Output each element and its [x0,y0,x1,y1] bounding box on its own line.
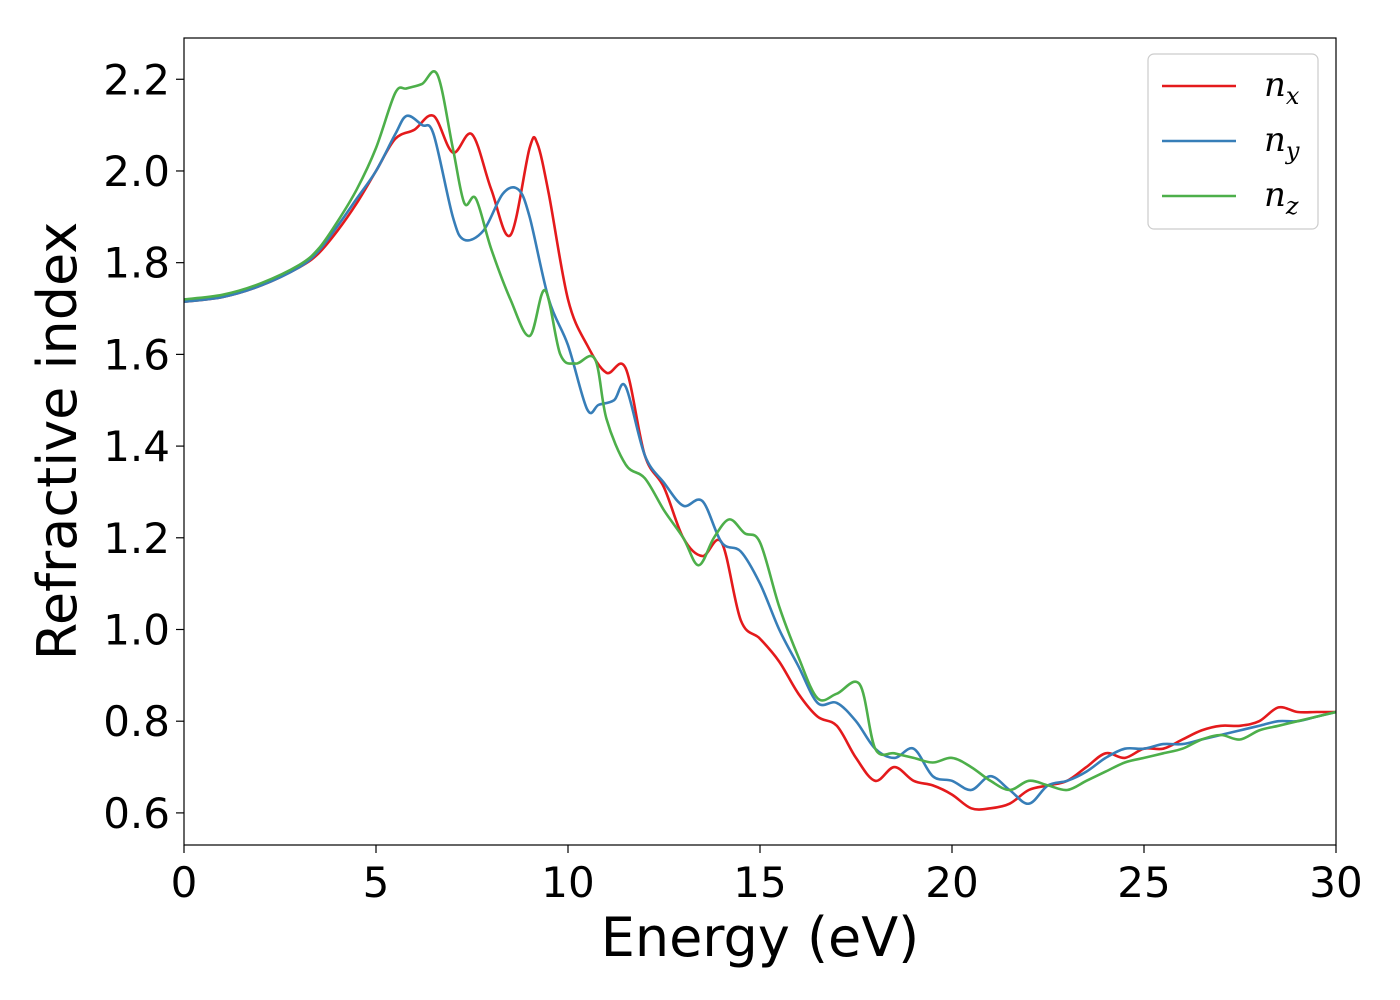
x-axis: 0 5 10 15 20 25 30 [171,845,1363,907]
y-tick-label: 1.0 [103,605,170,654]
y-tick-label: 2.2 [103,55,170,104]
y-tick-label: 0.6 [103,789,170,838]
legend-label: nz [1264,175,1299,220]
y-tick-label: 1.8 [103,239,170,288]
y-tick-label: 1.2 [103,514,170,563]
x-tick-label: 0 [171,858,198,907]
legend-label-base: n [1264,175,1286,215]
legend-label: nx [1264,65,1300,110]
y-tick-label: 2.0 [103,147,170,196]
legend-label-sub: y [1285,137,1300,165]
legend-label-base: n [1264,65,1286,105]
x-tick-label: 20 [925,858,978,907]
x-tick-label: 15 [733,858,786,907]
legend-label: ny [1264,120,1300,165]
legend-label-sub: z [1285,192,1299,220]
y-tick-label: 0.8 [103,697,170,746]
y-tick-label: 1.6 [103,330,170,379]
y-axis: 0.6 0.8 1.0 1.2 1.4 1.6 1.8 2.0 2.2 [103,55,184,838]
series-line-n-z [184,70,1336,792]
y-axis-title: Refractive index [26,222,89,661]
x-tick-label: 25 [1117,858,1170,907]
x-tick-label: 30 [1309,858,1362,907]
x-tick-label: 10 [541,858,594,907]
y-tick-label: 1.4 [103,422,170,471]
x-axis-title: Energy (eV) [601,906,920,969]
legend-label-sub: x [1286,82,1300,110]
series-line-n-y [184,114,1336,805]
legend-label-base: n [1264,120,1286,160]
x-tick-label: 5 [363,858,390,907]
series-layer [184,70,1336,811]
